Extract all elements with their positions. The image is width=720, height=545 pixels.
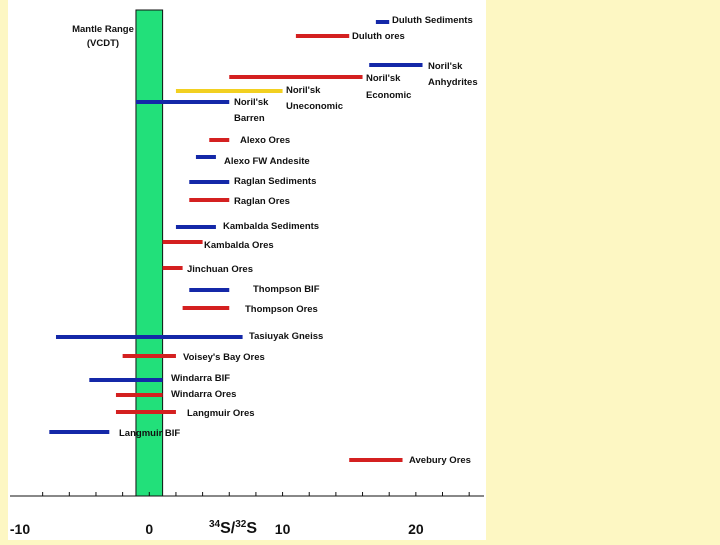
x-tick-label: 20: [408, 521, 424, 537]
mantle-range-label: Mantle Range: [72, 24, 134, 35]
range-label-noril-sk-barren: Noril'sk Barren: [234, 97, 269, 124]
range-label-alexo-ores: Alexo Ores: [240, 135, 290, 146]
range-label-duluth-ores: Duluth ores: [352, 31, 405, 42]
mantle-range-sublabel: (VCDT): [87, 38, 119, 49]
range-label-duluth-sediments: Duluth Sediments: [392, 15, 473, 26]
range-label-thompson-bif: Thompson BIF: [253, 284, 320, 295]
mantle-range-band: [135, 9, 164, 497]
tick-layer: -10 0 10 20: [10, 492, 470, 537]
x-axis-label: 34S/32S: [209, 519, 257, 537]
range-label-avebury-ores: Avebury Ores: [409, 455, 471, 466]
range-label-thompson-ores: Thompson Ores: [245, 304, 318, 315]
range-label-windarra-bif: Windarra BIF: [171, 373, 230, 384]
x-tick-label: 10: [275, 521, 291, 537]
range-label-langmuir-ores: Langmuir Ores: [187, 408, 255, 419]
range-label-raglan-sediments: Raglan Sediments: [234, 176, 316, 187]
range-label-alexo-fw-andesite: Alexo FW Andesite: [224, 156, 310, 167]
range-label-kambalda-sediments: Kambalda Sediments: [223, 221, 319, 232]
x-tick-label: 0: [145, 521, 153, 537]
range-label-noril-sk-anhydrites: Noril'sk Anhydrites: [428, 61, 478, 88]
range-label-voisey-s-bay-ores: Voisey's Bay Ores: [183, 352, 265, 363]
range-label-windarra-ores: Windarra Ores: [171, 389, 236, 400]
series-layer: Duluth Sediments Duluth ores Noril'sk Anhyd…: [49, 15, 478, 466]
range-label-noril-sk-economic: Noril'sk Economic: [366, 73, 411, 101]
range-label-tasiuyak-gneiss: Tasiuyak Gneiss: [249, 331, 323, 342]
x-tick-label: -10: [10, 521, 30, 537]
range-label-noril-sk-uneconomic: Noril'sk Uneconomic: [286, 85, 343, 112]
range-label-langmuir-bif: Langmuir BIF: [119, 428, 180, 439]
range-label-kambalda-ores: Kambalda Ores: [204, 240, 274, 251]
range-label-jinchuan-ores: Jinchuan Ores: [187, 264, 253, 275]
range-label-raglan-ores: Raglan Ores: [234, 196, 290, 207]
